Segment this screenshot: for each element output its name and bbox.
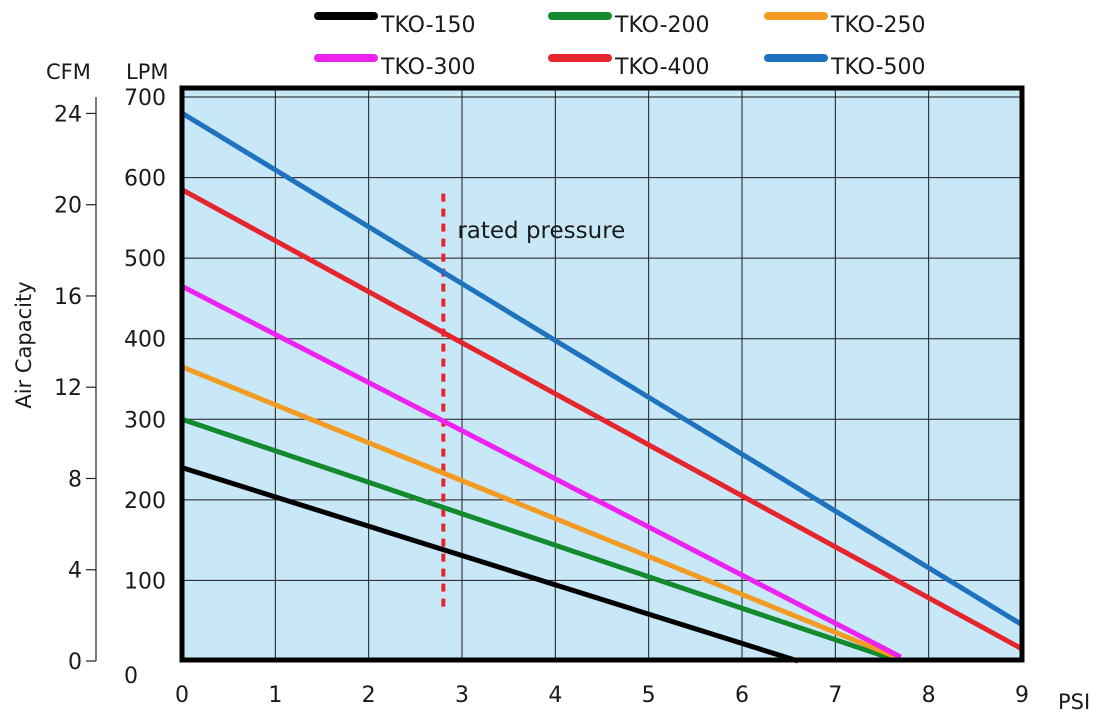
legend-label-tko-250: TKO-250 (830, 13, 926, 38)
x-tick-label: 2 (362, 683, 376, 708)
y-tick-label-cfm: 16 (54, 285, 82, 310)
legend-label-tko-150: TKO-150 (380, 13, 476, 38)
legend-label-tko-200: TKO-200 (614, 13, 710, 38)
x-tick-label: 3 (455, 683, 469, 708)
x-tick-label: 7 (828, 683, 842, 708)
plot-frame (179, 85, 1025, 663)
y-axis-cfm: 0 4 8 12 16 20 24 (54, 97, 97, 675)
y-axis-lpm: 0 100 200 300 400 500 600 700 (124, 86, 166, 689)
series-line-tko-400 (180, 187, 1024, 652)
y-tick-label-lpm: 600 (124, 167, 166, 192)
x-tick-label: 1 (268, 683, 282, 708)
y-axis-lpm-unit-label: LPM (126, 60, 168, 84)
x-tick-label: 6 (735, 683, 749, 708)
y-tick-label-lpm: 300 (124, 408, 166, 433)
series-layer (180, 110, 1024, 664)
series-line-tko-150 (181, 465, 799, 664)
x-tick-label: 4 (548, 683, 562, 708)
y-axis-title: Air Capacity (12, 281, 36, 408)
x-tick-label: 9 (1015, 683, 1029, 708)
plot-background (182, 88, 1022, 660)
legend: TKO-150 TKO-200 TKO-250 TKO-300 TKO-400 TKO-5… (314, 12, 926, 80)
series-line-tko-500 (180, 110, 1024, 627)
x-tick-label: 5 (642, 683, 656, 708)
legend-label-tko-500: TKO-500 (830, 55, 926, 80)
legend-label-tko-300: TKO-300 (380, 55, 476, 80)
y-axis-cfm-unit-label: CFM (46, 60, 91, 84)
y-tick-label-cfm: 20 (54, 194, 82, 219)
y-tick-label-cfm: 24 (54, 102, 82, 127)
annotation-layer: rated pressure (441, 193, 625, 613)
x-tick-label: 8 (922, 683, 936, 708)
y-tick-label-cfm: 12 (54, 376, 82, 401)
grid-lines (182, 88, 1022, 660)
series-line-tko-250 (181, 364, 897, 660)
y-tick-label-cfm: 4 (68, 559, 82, 584)
x-axis-unit-label: PSI (1058, 690, 1090, 714)
series-line-tko-300 (180, 284, 902, 660)
legend-label-tko-400: TKO-400 (614, 55, 710, 80)
series-line-tko-200 (181, 416, 893, 661)
rated-pressure-label: rated pressure (457, 218, 625, 244)
y-tick-label-lpm: 400 (124, 328, 166, 353)
y-tick-label-lpm: 700 (124, 86, 166, 111)
y-tick-label-cfm: 8 (68, 467, 82, 492)
y-tick-label-lpm: 200 (124, 489, 166, 514)
y-tick-label-lpm: 100 (124, 569, 166, 594)
y-tick-label-lpm: 0 (124, 664, 138, 689)
x-axis: 0 1 2 3 4 5 6 7 8 9 (175, 683, 1029, 708)
y-tick-label-cfm: 0 (68, 650, 82, 675)
x-tick-label: 0 (175, 683, 189, 708)
y-tick-label-lpm: 500 (124, 247, 166, 272)
